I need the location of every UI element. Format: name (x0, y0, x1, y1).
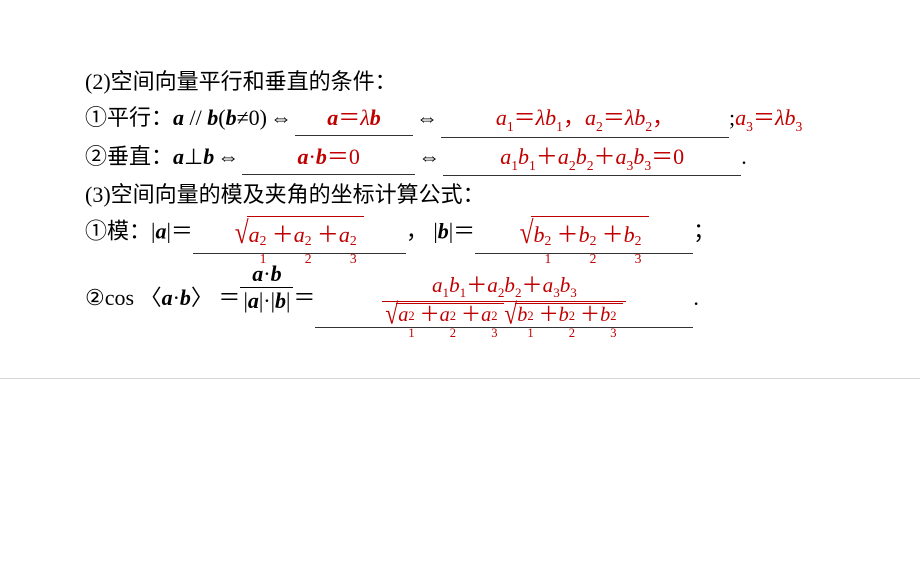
section-3-title: 空间向量的模及夹角的坐标计算公式： (111, 182, 485, 207)
blank-mod-b: √b21＋b22＋b23 (475, 214, 693, 254)
parallel-label: 平行： (107, 105, 173, 130)
iff-1b: ⇔ (413, 105, 441, 130)
arg-b: b (180, 285, 191, 310)
marker-3: ① (85, 219, 107, 244)
arg-a: a (162, 285, 173, 310)
comma-mod: ， (406, 219, 428, 244)
math-content: (2)空间向量平行和垂直的条件： ①平行：a // b(b≠0)⇔a＝λb⇔a1… (0, 0, 920, 328)
paren-open: ( (218, 105, 225, 130)
cos-text: cos (105, 285, 134, 310)
blank-cos: a1b1＋a2b2＋a3b3√a21＋a22＋a23√b21＋b22＋b23 (315, 274, 693, 328)
modulus-label: 模： (107, 219, 151, 244)
vec-a: a (173, 105, 184, 130)
perp-label: 垂直： (107, 144, 173, 169)
iff-2b: ⇔ (415, 144, 443, 169)
vec-b: b (207, 105, 218, 130)
section-3-label: (3) (85, 182, 111, 207)
parallel-extra: a3＝λb3 (735, 105, 802, 130)
section-2-heading: (2)空间向量平行和垂直的条件： (85, 65, 835, 99)
modulus-line: ①模：|a|＝√a21＋a22＋a23， |b|＝√b21＋b22＋b23； (85, 214, 835, 254)
marker-4: ② (85, 285, 105, 310)
section-3-heading: (3)空间向量的模及夹角的坐标计算公式： (85, 178, 835, 212)
eq-cos-2: ＝ (293, 285, 315, 310)
blank-perp-1: a·b＝0 (242, 140, 415, 175)
period-cos: . (693, 285, 699, 310)
divider-line (0, 378, 920, 379)
section-2-title: 空间向量平行和垂直的条件： (111, 69, 397, 94)
blank-parallel-1: a＝λb (295, 101, 413, 136)
cond-neq: ≠0 (237, 105, 260, 130)
iff-1: ⇔ (267, 105, 295, 130)
dot-ab: · (173, 285, 180, 310)
parallel-line: ①平行：a // b(b≠0)⇔a＝λb⇔a1＝λb1，a2＝λb2，;a3＝λ… (85, 101, 835, 138)
marker-2: ② (85, 144, 107, 169)
semicolon-mod: ； (693, 219, 715, 244)
paren-close: ) (260, 105, 267, 130)
marker-1: ① (85, 105, 107, 130)
mod-b-lhs: |b|＝ (433, 219, 475, 244)
frac-ab: a·b|a|·|b| (240, 262, 293, 311)
eq-cos-1: ＝ (218, 285, 240, 310)
angle-open: 〈 (140, 285, 162, 310)
vec-a-2: a (173, 144, 184, 169)
perpendicular-line: ②垂直：a⊥b⇔a·b＝0⇔a1b1＋a2b2＋a3b3＝0. (85, 140, 835, 177)
perp-symbol: ⊥ (184, 144, 203, 169)
iff-2: ⇔ (214, 144, 242, 169)
cosine-line: ②cos 〈a·b〉 ＝a·b|a|·|b|＝a1b1＋a2b2＋a3b3√a2… (85, 256, 835, 328)
blank-perp-2: a1b1＋a2b2＋a3b3＝0 (443, 140, 741, 177)
blank-mod-a: √a21＋a22＋a23 (193, 214, 406, 254)
section-2-label: (2) (85, 69, 111, 94)
parallel-symbol: // (184, 105, 207, 130)
blank-parallel-2: a1＝λb1，a2＝λb2， (441, 101, 729, 138)
mod-a-lhs: |a|＝ (151, 219, 193, 244)
period-2: . (741, 144, 747, 169)
vec-b-2: b (203, 144, 214, 169)
cond-b: b (226, 105, 237, 130)
angle-close: 〉 (191, 285, 213, 310)
